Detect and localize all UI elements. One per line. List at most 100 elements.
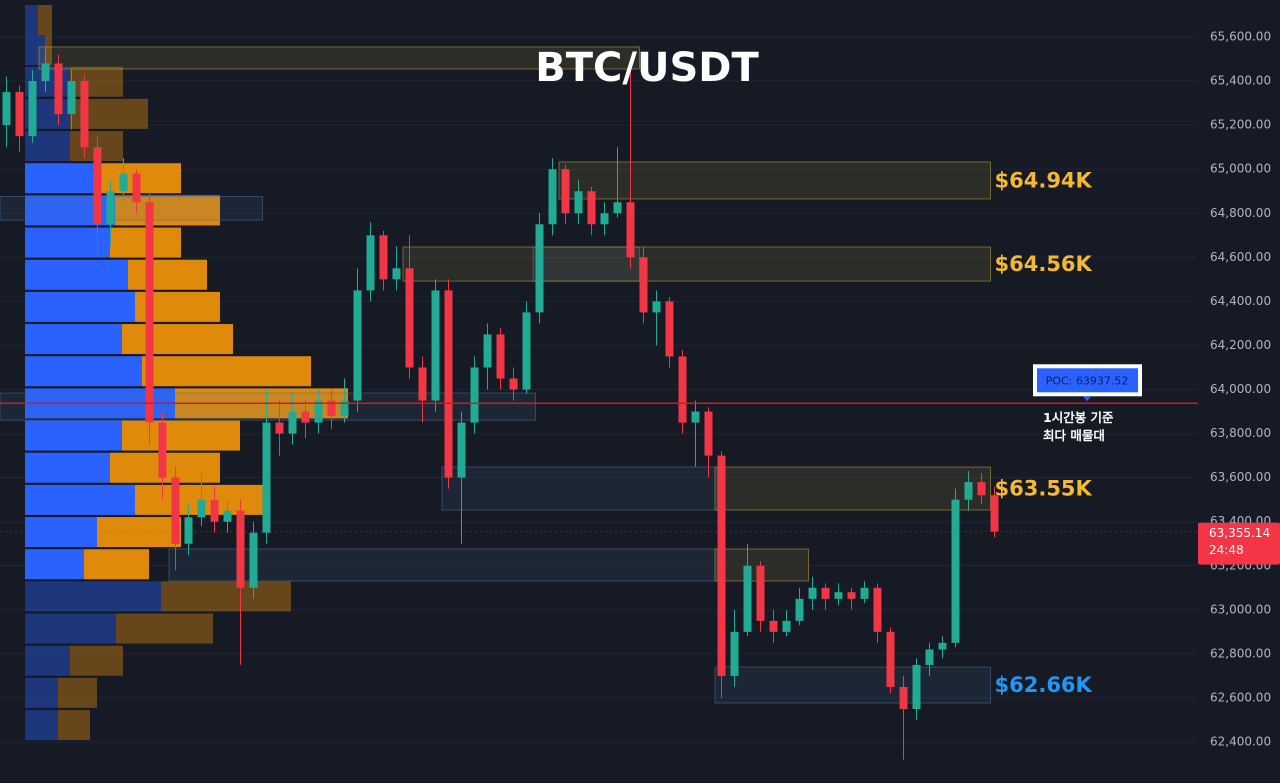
candle-body — [691, 411, 700, 423]
candle-body — [899, 686, 908, 709]
candle-body — [964, 482, 973, 500]
profile-sell-bar — [70, 66, 123, 97]
y-tick-label: 63,000.00 — [1210, 602, 1271, 616]
candle-body — [366, 235, 375, 291]
candle-body — [2, 92, 11, 126]
candle-body — [990, 495, 999, 532]
candle-body — [184, 517, 193, 544]
candles — [2, 45, 999, 760]
profile-sell-bar — [116, 613, 213, 644]
candle-body — [756, 565, 765, 621]
poc-box — [1037, 368, 1138, 393]
annotation: 1시간봉 기준 — [1043, 410, 1114, 425]
candle-body — [613, 202, 622, 214]
profile-buy-bar — [25, 484, 135, 515]
candle-body — [795, 598, 804, 621]
candle-body — [561, 169, 570, 214]
candle-body — [834, 592, 843, 599]
candle-body — [249, 532, 258, 588]
profile-sell-bar — [97, 517, 181, 548]
y-tick-label: 65,600.00 — [1210, 30, 1271, 44]
zone — [558, 161, 991, 200]
candle-body — [210, 499, 219, 522]
candle-body — [275, 422, 284, 434]
candle-body — [132, 173, 141, 203]
zone-label: $63.55K — [995, 477, 1093, 501]
candle-body — [847, 592, 856, 599]
profile-sell-bar — [58, 677, 97, 708]
y-tick-label: 63,800.00 — [1210, 426, 1271, 440]
profile-sell-bar — [142, 356, 311, 387]
profile-buy-bar — [25, 35, 45, 66]
zone — [441, 466, 718, 511]
candle-body — [379, 235, 388, 280]
candle-body — [652, 301, 661, 313]
axis-background — [1198, 0, 1280, 783]
candle-body — [808, 587, 817, 599]
profile-sell-bar — [84, 549, 149, 580]
profile-buy-bar — [25, 227, 110, 258]
chart-title: BTC/USDT — [535, 45, 759, 91]
candle-body — [626, 202, 635, 258]
candle-body — [535, 224, 544, 313]
candle-body — [717, 455, 726, 676]
profile-buy-bar — [25, 549, 84, 580]
candle-body — [288, 411, 297, 434]
candle-body — [665, 301, 674, 357]
profile-sell-bar — [70, 645, 123, 676]
y-tick-label: 62,600.00 — [1210, 690, 1271, 704]
candle-body — [496, 334, 505, 379]
profile-sell-bar — [161, 581, 291, 612]
candle-body — [821, 587, 830, 599]
y-tick-label: 62,800.00 — [1210, 646, 1271, 660]
candle-body — [93, 147, 102, 225]
profile-sell-bar — [45, 35, 52, 66]
zone — [402, 246, 991, 282]
candle-body — [574, 191, 583, 214]
candle-body — [197, 499, 206, 518]
zone — [0, 392, 536, 421]
countdown: 24:48 — [1209, 543, 1244, 557]
candle-body — [119, 173, 128, 192]
zone-label: $64.94K — [995, 168, 1093, 192]
profile-buy-bar — [25, 452, 110, 483]
candle-body — [353, 290, 362, 401]
profile-buy-bar — [25, 581, 161, 612]
candle-body — [80, 81, 89, 148]
candle-body — [873, 587, 882, 632]
candle-body — [314, 400, 323, 423]
profile-buy-bar — [25, 613, 116, 644]
y-tick-label: 64,000.00 — [1210, 382, 1271, 396]
profile-buy-bar — [25, 356, 142, 387]
candle-body — [886, 631, 895, 687]
zone — [714, 466, 991, 511]
profile-sell-bar — [122, 420, 240, 451]
candle-body — [340, 400, 349, 416]
zones: $64.94K $64.56K $63.55K $62.66K — [0, 46, 1093, 704]
poc-label: POC: 63937.52 — [1046, 374, 1129, 387]
candle-body — [301, 411, 310, 423]
candle-body — [15, 92, 24, 137]
profile-buy-bar — [25, 5, 38, 36]
poc-pointer — [1083, 396, 1091, 402]
candle-body — [106, 191, 115, 225]
candle-body — [67, 81, 76, 115]
y-tick-label: 63,600.00 — [1210, 470, 1271, 484]
profile-buy-bar — [25, 324, 122, 355]
zone-label: $64.56K — [995, 252, 1093, 276]
candle-body — [769, 620, 778, 632]
candle-body — [171, 477, 180, 544]
candle-body — [483, 334, 492, 368]
y-tick-label: 65,200.00 — [1210, 118, 1271, 132]
candle-body — [782, 620, 791, 632]
profile-sell-bar — [58, 710, 90, 741]
zone — [38, 46, 640, 70]
profile-buy-bar — [25, 710, 58, 741]
zone — [0, 196, 263, 221]
candle-body — [327, 400, 336, 416]
candle-body — [236, 510, 245, 588]
candle-body — [145, 202, 154, 423]
y-tick-label: 64,400.00 — [1210, 294, 1271, 308]
